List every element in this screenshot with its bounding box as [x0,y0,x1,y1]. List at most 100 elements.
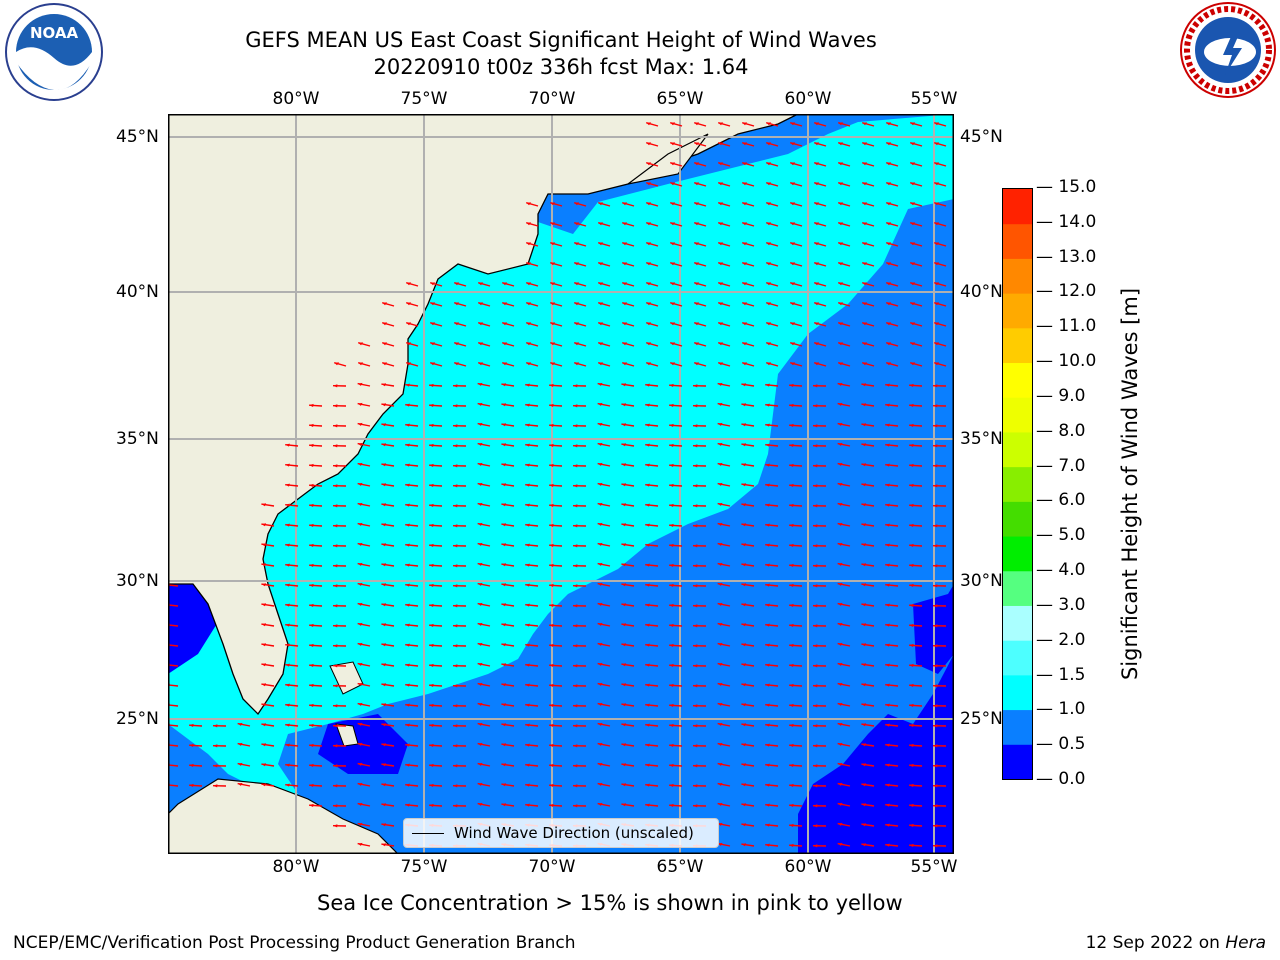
direction-arrow-head [765,763,770,767]
direction-arrow-head [693,624,698,628]
direction-arrow-head [837,622,843,626]
direction-arrow-head [382,362,388,366]
direction-arrow-head [526,222,532,226]
direction-arrow-head [406,342,412,346]
direction-arrow-head [501,643,507,647]
direction-arrow-head [622,202,628,206]
direction-arrow-head [910,302,916,306]
direction-arrow-head [909,403,914,407]
direction-arrow-head [405,683,410,687]
direction-arrow-head [765,543,770,547]
direction-arrow-head [765,383,770,387]
direction-arrow-head [694,262,700,266]
direction-arrow-head [693,484,698,488]
direction-arrow-head [790,362,796,366]
direction-arrow-head [621,403,627,407]
direction-arrow-head [885,723,890,727]
direction-arrow-head [526,302,532,306]
direction-arrow-head [886,262,892,266]
direction-arrow-head [813,484,818,488]
direction-arrow-head [309,683,314,687]
direction-arrow-head [693,764,698,768]
direction-arrow-head [549,603,554,607]
colorbar-segment [1003,674,1032,711]
direction-arrow-head [934,122,940,126]
lat-label-right: 40°N [960,282,1003,302]
direction-arrow-head [909,723,914,727]
direction-arrow-head [742,242,748,246]
direction-arrow-head [285,683,290,687]
direction-arrow-head [622,322,628,326]
direction-arrow-head [549,383,554,387]
direction-arrow-head [621,623,627,627]
direction-arrow-head [621,583,627,587]
direction-arrow-head [381,483,387,487]
direction-arrow-head [790,202,796,206]
direction-arrow-head [622,262,628,266]
direction-arrow-head [574,322,580,326]
direction-arrow-head [622,302,628,306]
lat-label-left: 35°N [116,429,159,449]
direction-arrow-head [574,262,580,266]
direction-arrow-head [933,784,938,788]
direction-arrow-head [909,803,914,807]
direction-arrow-head [861,763,867,767]
direction-arrow-head [886,342,892,346]
direction-arrow-head [790,222,796,226]
direction-arrow-head [910,122,916,126]
direction-arrow-head [598,362,604,366]
direction-arrow-head [766,302,772,306]
direction-arrow-head [933,424,938,428]
direction-arrow-head [741,443,747,447]
direction-arrow-head [357,522,363,526]
direction-arrow-head [550,282,556,286]
direction-arrow-head [741,823,747,827]
direction-arrow-head [646,182,652,186]
direction-arrow [168,704,179,707]
direction-arrow-head [261,683,267,687]
direction-arrow-head [885,403,890,407]
direction-arrow-head [861,503,867,507]
direction-arrow-head [765,583,770,587]
direction-arrow-head [669,623,674,627]
direction-arrow-head [766,202,772,206]
direction-arrow-head [837,822,843,826]
direction-arrow-head [742,202,748,206]
direction-arrow-head [549,403,554,407]
direction-arrow-head [333,504,338,508]
direction-arrow-head [429,743,434,747]
direction-arrow-head [886,182,892,186]
direction-arrow-head [669,443,674,447]
direction-arrow-head [429,583,434,587]
lat-label-right: 45°N [960,127,1003,147]
wind-wave-direction-arrows [168,122,947,848]
direction-arrow-head [886,362,892,366]
direction-arrow-head [862,302,868,306]
direction-arrow-head [429,763,434,767]
direction-arrow-head [766,262,772,266]
direction-arrow-head [405,623,410,627]
direction-arrow-head [646,222,652,226]
land-cuba [168,778,399,854]
lon-label-bottom: 55°W [910,857,958,877]
direction-arrow-head [213,784,218,788]
direction-arrow-head [358,342,364,346]
direction-arrow-head [717,762,723,766]
direction-arrow-head [333,384,338,388]
direction-arrow-head [909,523,914,527]
direction-arrow-head [933,684,938,688]
direction-arrow-head [477,422,483,426]
direction-arrow-head [501,623,507,627]
direction-arrow-head [430,342,436,346]
direction-arrow-head [333,824,338,828]
direction-arrow-head [814,342,820,346]
direction-arrow-head [669,763,674,767]
colorbar-tick-label: — 6.0 [1036,490,1086,511]
direction-arrow-head [357,762,363,766]
direction-arrow-head [333,424,338,428]
direction-arrow-head [429,423,434,427]
direction-arrow-head [885,643,890,647]
direction-arrow-head [861,783,867,787]
direction-arrow-head [934,322,940,326]
colorbar-tick-label: — 1.0 [1036,699,1086,720]
